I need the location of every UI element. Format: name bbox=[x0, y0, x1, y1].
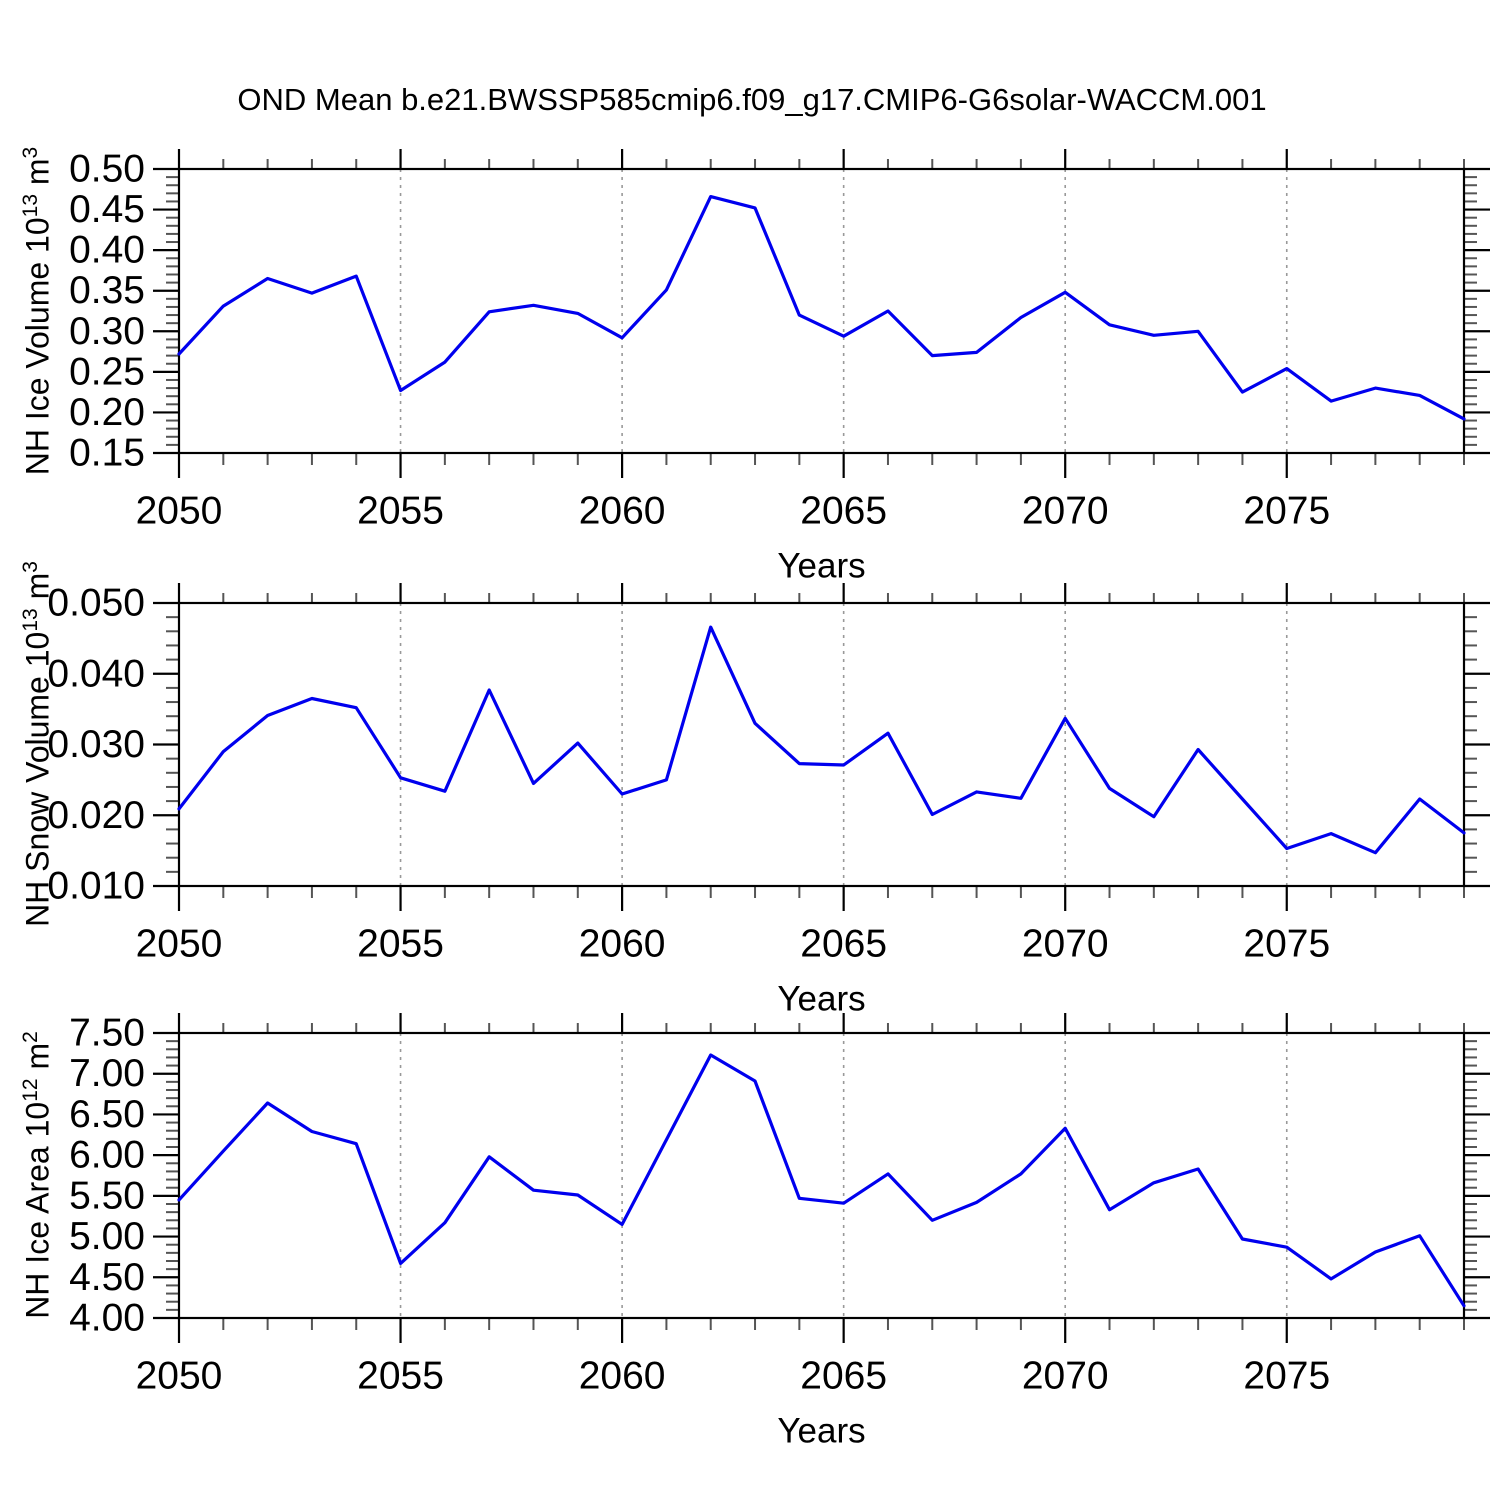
x-tick-label: 2055 bbox=[357, 1355, 444, 1398]
x-axis-label: Years bbox=[777, 1412, 865, 1451]
x-tick-label: 2060 bbox=[579, 923, 666, 966]
x-tick-label: 2050 bbox=[136, 1355, 223, 1398]
figure-title: OND Mean b.e21.BWSSP585cmip6.f09_g17.CMI… bbox=[237, 82, 1267, 117]
x-tick-label: 2065 bbox=[800, 490, 887, 533]
x-tick-label: 2055 bbox=[357, 490, 444, 533]
x-tick-label: 2050 bbox=[136, 923, 223, 966]
y-tick-label: 0.30 bbox=[69, 310, 145, 353]
x-tick-label: 2050 bbox=[136, 490, 223, 533]
x-tick-label: 2070 bbox=[1022, 1355, 1109, 1398]
y-tick-label: 7.50 bbox=[69, 1012, 145, 1055]
x-tick-label: 2065 bbox=[800, 1355, 887, 1398]
y-tick-label: 5.00 bbox=[69, 1215, 145, 1258]
x-axis-label: Years bbox=[777, 980, 865, 1019]
panel-nh-ice-area: 2050 2055 2060 2065 2070 2075 7.507.006.506.00… bbox=[69, 1012, 1490, 1451]
y-tick-label: 4.50 bbox=[69, 1256, 145, 1299]
x-tick-label: 2070 bbox=[1022, 923, 1109, 966]
y-tick-label: 0.050 bbox=[47, 582, 145, 625]
y-tick-label: 0.35 bbox=[69, 269, 145, 312]
y-tick-label: 6.50 bbox=[69, 1093, 145, 1136]
plot-frame bbox=[177, 601, 1466, 888]
x-tick-label: 2060 bbox=[579, 490, 666, 533]
plot-frame bbox=[177, 1031, 1466, 1320]
y-tick-label: 0.010 bbox=[47, 865, 145, 908]
panel-nh-snow-volume: 2050 2055 2060 2065 2070 2075 0.050 0.040 0.030 0… bbox=[47, 582, 1490, 1019]
y-tick-label: 0.020 bbox=[47, 794, 145, 837]
x-axis-label: Years bbox=[777, 547, 865, 586]
y-tick-label: 0.040 bbox=[47, 652, 145, 695]
x-tick-label: 2055 bbox=[357, 923, 444, 966]
data-line-nh-snow-volume bbox=[177, 625, 1466, 855]
x-tick-label: 2075 bbox=[1243, 1355, 1330, 1398]
x-tick-label: 2060 bbox=[579, 1355, 666, 1398]
y-tick-label: 0.20 bbox=[69, 391, 145, 434]
data-line-nh-ice-area bbox=[177, 1053, 1466, 1308]
y-tick-label: 6.00 bbox=[69, 1134, 145, 1177]
y-tick-label: 0.030 bbox=[47, 723, 145, 766]
data-line-nh-ice-volume bbox=[177, 195, 1466, 421]
y-tick-label: 0.45 bbox=[69, 188, 145, 231]
x-tick-label: 2070 bbox=[1022, 490, 1109, 533]
y-tick-label: 5.50 bbox=[69, 1174, 145, 1217]
y-tick-label: 7.00 bbox=[69, 1052, 145, 1095]
y-tick-label: 0.15 bbox=[69, 432, 145, 475]
x-tick-label: 2075 bbox=[1243, 490, 1330, 533]
panel-nh-ice-volume: 2050 2055 2060 2065 2070 2075 0.500.450.400.35… bbox=[69, 148, 1490, 586]
y-tick-label: 0.25 bbox=[69, 350, 145, 393]
x-tick-label: 2075 bbox=[1243, 923, 1330, 966]
plot-frame bbox=[177, 167, 1466, 455]
y-tick-label: 4.00 bbox=[69, 1297, 145, 1340]
y-tick-label: 0.50 bbox=[69, 148, 145, 191]
y-tick-label: 0.40 bbox=[69, 229, 145, 272]
x-tick-label: 2065 bbox=[800, 923, 887, 966]
